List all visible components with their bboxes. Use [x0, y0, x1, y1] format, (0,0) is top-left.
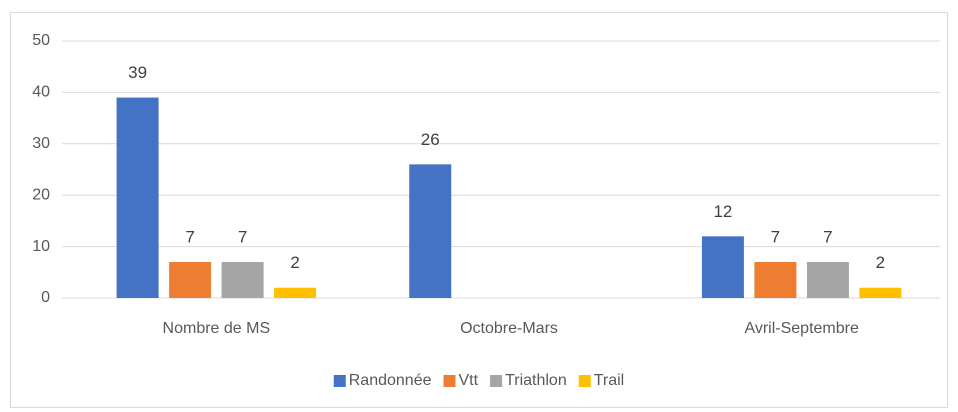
y-tick-label: 40	[32, 84, 50, 101]
chart-border	[10, 12, 948, 408]
legend-swatch	[578, 375, 591, 387]
bar	[754, 262, 797, 298]
bar	[221, 262, 264, 298]
y-tick-label: 0	[41, 289, 50, 306]
data-label: 2	[290, 253, 299, 272]
y-tick-label: 30	[32, 135, 50, 152]
x-tick-label: Octobre-Mars	[460, 320, 558, 337]
data-label: 7	[185, 228, 194, 247]
bar	[116, 97, 159, 298]
x-tick-label: Nombre de MS	[163, 320, 271, 337]
legend-label: Trail	[594, 372, 625, 389]
bar	[169, 262, 212, 298]
bar	[859, 287, 902, 298]
legend-swatch	[443, 375, 456, 387]
legend-label: Randonnée	[349, 372, 432, 389]
y-tick-label: 10	[32, 238, 50, 255]
data-label: 12	[713, 202, 732, 221]
x-tick-label: Avril-Septembre	[744, 320, 859, 337]
data-label: 39	[128, 63, 147, 82]
legend-label: Triathlon	[505, 372, 567, 389]
bar	[701, 236, 744, 298]
data-label: 7	[238, 228, 247, 247]
legend-swatch	[333, 375, 346, 387]
bar	[409, 164, 452, 298]
bar	[806, 262, 849, 298]
data-label: 2	[876, 253, 885, 272]
legend-swatch	[490, 375, 503, 387]
y-tick-label: 50	[32, 32, 50, 49]
bar	[274, 287, 317, 298]
legend-label: Vtt	[459, 372, 479, 389]
y-tick-label: 20	[32, 186, 50, 203]
data-label: 7	[771, 228, 780, 247]
data-label: 7	[823, 228, 832, 247]
data-label: 26	[421, 130, 440, 149]
